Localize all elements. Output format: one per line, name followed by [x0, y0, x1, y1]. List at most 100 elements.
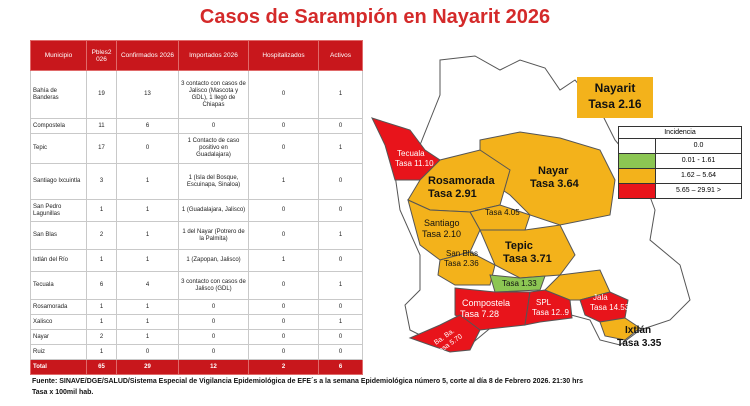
legend-item: 5.65 – 29.91 >: [619, 184, 741, 198]
legend-title: Incidencia: [619, 127, 741, 139]
cell-confirmados: 1: [116, 199, 179, 222]
cell-activos: 0: [318, 118, 363, 134]
header-activos: Activos: [318, 40, 363, 71]
label-spl-1: SPL: [536, 298, 552, 307]
cell-pbles: 2: [86, 329, 117, 345]
label-ixtlan: Ixtlán Tasa 3.35: [617, 325, 662, 349]
cell-activos: 0: [318, 199, 363, 222]
label-compostela-2: Tasa 7.28: [460, 309, 499, 319]
cell-hosp: 1: [248, 249, 319, 272]
cell-pbles: 6: [86, 271, 117, 300]
table-row: Xalisco 1 1 0 0 1: [30, 314, 363, 330]
cases-table: Municipio Pbles2 026 Confirmados 2026 Im…: [30, 40, 363, 375]
table-row: Ruiz 1 0 0 0 0: [30, 344, 363, 360]
region-bahia: [408, 314, 481, 353]
table-row: Compostela 11 6 0 0 0: [30, 118, 363, 134]
label-santiago-2: Tasa 2.10: [422, 229, 461, 239]
cell-pbles: 2: [86, 221, 117, 250]
region-sanblas: [437, 251, 496, 286]
cell-pbles: 1: [86, 199, 117, 222]
cell-importados: 1 (Zapopan, Jalisco): [178, 249, 249, 272]
label-sanblas-1: San Blas: [446, 249, 478, 258]
source-line-1: Fuente: SINAVE/DGE/SALUD/Sistema Especia…: [32, 378, 583, 385]
label-tecuala-2: Tasa 11.10: [395, 159, 434, 168]
cell-confirmados: 1: [116, 329, 179, 345]
legend-item: 0.01 - 1.61: [619, 154, 741, 169]
total-importados: 12: [178, 359, 249, 375]
label-nayar-1: Nayar: [538, 165, 569, 177]
cell-activos: 0: [318, 329, 363, 345]
cell-activos: 0: [318, 163, 363, 200]
cell-hosp: 0: [248, 70, 319, 119]
label-rosamorada-2: Tasa 2.91: [428, 188, 477, 200]
cell-hosp: 1: [248, 163, 319, 200]
label-tepic-1: Tepic: [505, 240, 533, 252]
cell-confirmados: 1: [116, 299, 179, 315]
source-note: Fuente: SINAVE/DGE/SALUD/Sistema Especia…: [32, 376, 583, 398]
legend-swatch: [619, 154, 656, 168]
cell-hosp: 0: [248, 344, 319, 360]
region-tepic: [479, 224, 576, 279]
cell-pbles: 11: [86, 118, 117, 134]
cell-importados: 1 del Nayar (Potrero de la Palmita): [178, 221, 249, 250]
cell-municipio: Tepic: [30, 133, 87, 164]
label-tepic: Tepic Tasa 3.71: [503, 240, 552, 265]
nayarit-map: Tecuala Tasa 11.10 Rosamorada Tasa 2.91 Na…: [371, 55, 691, 356]
table-row: Ixtlán del Río 1 1 1 (Zapopan, Jalisco) …: [30, 249, 363, 272]
total-confirmados: 29: [116, 359, 179, 375]
cell-municipio: Xalisco: [30, 314, 87, 330]
legend-label: 1.62 – 5.64: [680, 172, 717, 179]
cell-importados: 3 contacto con casos de Jalisco (Mascota…: [178, 70, 249, 119]
label-compostela-1: Compostela: [462, 298, 510, 308]
cell-confirmados: 0: [116, 133, 179, 164]
legend-swatch: [619, 169, 656, 183]
label-jala-2: Tasa 14.53: [590, 303, 630, 312]
cell-activos: 0: [318, 344, 363, 360]
cell-hosp: 0: [248, 199, 319, 222]
cell-activos: 1: [318, 314, 363, 330]
label-tepic-2: Tasa 3.71: [503, 253, 552, 265]
cell-municipio: San Blas: [30, 221, 87, 250]
cell-hosp: 0: [248, 133, 319, 164]
label-tecuala: Tecuala Tasa 11.10: [395, 149, 434, 168]
legend-swatch: [619, 139, 656, 153]
label-ixtlan-1: Ixtlán: [625, 325, 651, 336]
cell-municipio: San Pedro Lagunillas: [30, 199, 87, 222]
cell-activos: 1: [318, 133, 363, 164]
cell-activos: 1: [318, 221, 363, 250]
state-rate: Tasa 2.16: [588, 97, 642, 111]
label-santiago: Santiago Tasa 2.10: [422, 218, 461, 239]
legend-label: 0.0: [693, 142, 704, 149]
cell-municipio: Rosamorada: [30, 299, 87, 315]
table-row: Rosamorada 1 1 0 0 0: [30, 299, 363, 315]
total-pbles: 65: [86, 359, 117, 375]
cell-confirmados: 1: [116, 221, 179, 250]
cell-hosp: 0: [248, 329, 319, 345]
region-santiago: [407, 199, 481, 261]
label-sanblas-2: Tasa 2.36: [444, 259, 479, 268]
cell-importados: 0: [178, 344, 249, 360]
label-ixtlan-2: Tasa 3.35: [617, 338, 662, 349]
label-nayar-2: Tasa 3.64: [530, 178, 580, 190]
page-title: Casos de Sarampión en Nayarit 2026: [199, 6, 551, 28]
label-sanblas: San Blas Tasa 2.36: [444, 249, 479, 268]
cell-confirmados: 13: [116, 70, 179, 119]
table-row: San Blas 2 1 1 del Nayar (Potrero de la …: [30, 221, 363, 250]
cell-activos: 1: [318, 271, 363, 300]
cell-confirmados: 1: [116, 249, 179, 272]
label-nayar: Nayar Tasa 3.64: [530, 165, 580, 190]
cell-municipio: Nayar: [30, 329, 87, 345]
cell-confirmados: 1: [116, 314, 179, 330]
cell-hosp: 0: [248, 314, 319, 330]
cell-municipio: Tecuala: [30, 271, 87, 300]
cell-importados: 0: [178, 329, 249, 345]
cell-municipio: Ixtlán del Río: [30, 249, 87, 272]
cell-importados: 0: [178, 314, 249, 330]
label-spl-2: Tasa 12..9: [532, 308, 569, 317]
cell-activos: 0: [318, 299, 363, 315]
cell-confirmados: 0: [116, 344, 179, 360]
table-header-row: Municipio Pbles2 026 Confirmados 2026 Im…: [30, 40, 363, 71]
state-name: Nayarit: [594, 81, 636, 95]
label-santiago-1: Santiago: [424, 218, 460, 228]
legend-item: 1.62 – 5.64: [619, 169, 741, 184]
